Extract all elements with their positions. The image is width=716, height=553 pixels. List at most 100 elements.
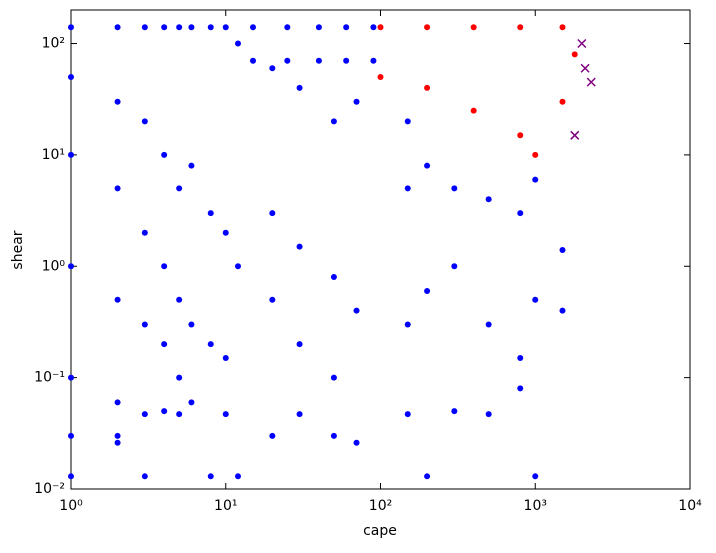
point <box>269 296 276 303</box>
point <box>222 355 229 362</box>
point <box>207 24 214 31</box>
point <box>188 162 195 169</box>
point <box>207 473 214 480</box>
point <box>161 341 168 348</box>
point <box>559 24 566 31</box>
point <box>330 374 337 381</box>
point <box>353 98 360 105</box>
y-tick-label: 10⁻¹ <box>34 370 65 386</box>
x-tick-label: 10² <box>369 498 392 514</box>
point <box>404 411 411 418</box>
plot-frame <box>70 9 691 490</box>
point <box>161 408 168 415</box>
point <box>330 274 337 281</box>
point <box>68 263 74 270</box>
point <box>517 385 524 392</box>
point <box>559 246 566 253</box>
point <box>141 473 148 480</box>
point <box>353 307 360 314</box>
point <box>330 432 337 439</box>
point <box>586 77 596 87</box>
point <box>377 24 384 31</box>
point <box>570 130 580 140</box>
point <box>68 74 74 81</box>
point <box>559 98 566 105</box>
y-tick-label: 10¹ <box>42 147 65 163</box>
point <box>222 229 229 236</box>
point <box>296 243 303 250</box>
point <box>114 399 121 406</box>
point <box>207 210 214 217</box>
point <box>141 321 148 328</box>
point <box>517 210 524 217</box>
point <box>296 411 303 418</box>
point <box>269 65 276 72</box>
point <box>485 196 492 203</box>
point <box>330 118 337 125</box>
point <box>141 229 148 236</box>
point <box>343 24 350 31</box>
point <box>68 432 74 439</box>
point <box>176 374 183 381</box>
point <box>517 132 524 139</box>
point <box>161 24 168 31</box>
point <box>250 57 257 64</box>
point <box>176 185 183 192</box>
point <box>235 263 242 270</box>
y-tick-label: 10² <box>42 36 65 52</box>
point <box>343 57 350 64</box>
point <box>370 57 377 64</box>
y-tick-label: 10⁰ <box>42 258 66 274</box>
point <box>269 210 276 217</box>
point <box>424 473 431 480</box>
point <box>176 296 183 303</box>
point <box>424 84 431 91</box>
point <box>377 74 384 81</box>
point <box>207 341 214 348</box>
point <box>188 24 195 31</box>
point <box>284 24 291 31</box>
point <box>404 185 411 192</box>
point <box>424 24 431 31</box>
point <box>176 24 183 31</box>
x-axis-label: cape <box>363 523 397 539</box>
point <box>235 40 242 47</box>
point <box>315 57 322 64</box>
point <box>559 307 566 314</box>
point <box>517 24 524 31</box>
point <box>517 355 524 362</box>
x-tick-label: 10⁴ <box>678 498 702 514</box>
point <box>188 399 195 406</box>
point <box>532 176 539 183</box>
point <box>161 263 168 270</box>
point <box>176 411 183 418</box>
point <box>235 473 242 480</box>
point <box>451 408 458 415</box>
point <box>141 24 148 31</box>
x-tick-label: 10¹ <box>214 498 237 514</box>
point <box>404 321 411 328</box>
point <box>424 162 431 169</box>
point <box>114 432 121 439</box>
x-tick-label: 10⁰ <box>59 498 83 514</box>
y-tick-label: 10⁻² <box>34 481 65 497</box>
point <box>577 38 587 49</box>
point <box>188 321 195 328</box>
point <box>114 185 121 192</box>
point <box>315 24 322 31</box>
point <box>580 63 590 73</box>
point <box>485 411 492 418</box>
point <box>222 24 229 31</box>
point <box>424 287 431 294</box>
point <box>451 263 458 270</box>
point <box>222 411 229 418</box>
point <box>114 439 121 446</box>
point <box>68 473 74 480</box>
point <box>296 84 303 91</box>
point <box>571 51 578 58</box>
point <box>284 57 291 64</box>
point <box>161 151 168 158</box>
point <box>68 374 74 381</box>
point <box>532 151 539 158</box>
